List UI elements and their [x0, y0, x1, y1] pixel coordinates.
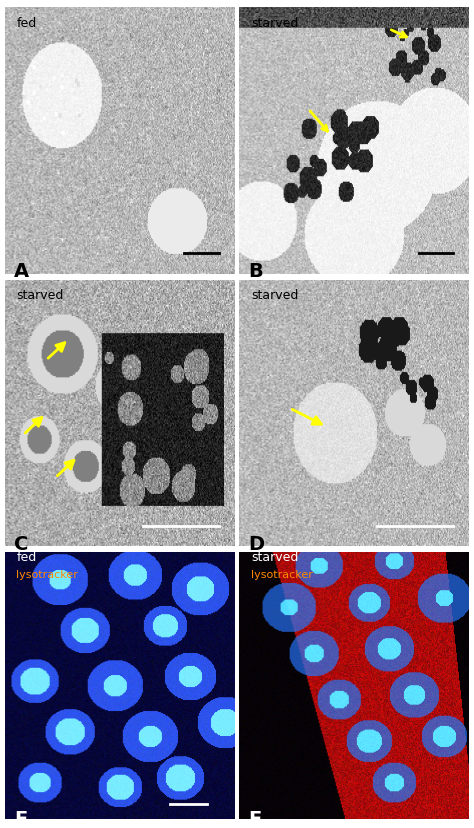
Text: starved: starved	[251, 551, 298, 564]
Text: B: B	[248, 262, 263, 281]
Text: starved: starved	[251, 17, 298, 30]
Text: F: F	[248, 809, 262, 828]
Text: lysotracker: lysotracker	[251, 570, 313, 580]
Text: fed: fed	[16, 551, 36, 564]
Text: D: D	[248, 534, 264, 553]
Text: E: E	[14, 809, 27, 828]
Text: A: A	[14, 262, 29, 281]
Text: starved: starved	[251, 289, 298, 302]
Text: starved: starved	[16, 289, 64, 302]
Text: C: C	[14, 534, 28, 553]
Text: lysotracker: lysotracker	[16, 570, 78, 580]
Text: fed: fed	[16, 17, 36, 30]
